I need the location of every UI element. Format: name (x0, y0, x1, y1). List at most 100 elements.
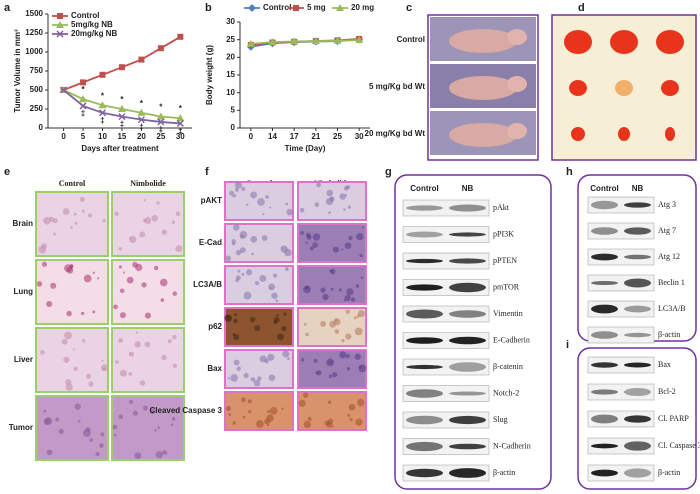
mouse-head (507, 123, 527, 139)
texture (170, 423, 174, 426)
texture (239, 230, 248, 239)
row-label: Cleaved Caspase 3 (150, 406, 223, 415)
texture (118, 247, 122, 251)
band (591, 362, 618, 368)
texture (233, 359, 240, 366)
point (333, 36, 342, 44)
texture (283, 312, 287, 316)
texture (46, 300, 53, 308)
micrograph (224, 349, 294, 389)
texture (328, 374, 333, 379)
texture (316, 182, 321, 188)
texture (119, 312, 126, 319)
band (406, 364, 443, 370)
row-label: pPTEN (493, 256, 517, 265)
texture (249, 316, 256, 323)
texture (298, 399, 306, 407)
point (80, 79, 87, 86)
band (591, 200, 618, 210)
y-tick-label: 250 (30, 104, 44, 113)
row-label: Cl. PARP (658, 414, 689, 423)
row-label: p62 (208, 322, 222, 331)
texture (115, 360, 119, 364)
texture (113, 304, 118, 310)
texture (172, 363, 178, 368)
texture (100, 432, 105, 437)
band (591, 304, 618, 314)
texture (359, 253, 363, 258)
texture (113, 433, 117, 437)
point (98, 109, 107, 117)
blot-strip (402, 332, 490, 349)
band (406, 415, 443, 425)
x-tick-label: 0 (61, 132, 66, 141)
row-label: Beclin 1 (658, 278, 685, 287)
texture (101, 359, 104, 362)
y-tick-label: 1500 (25, 9, 43, 18)
row-label: β-catenin (493, 362, 523, 371)
texture (123, 271, 126, 274)
blot-strip (402, 252, 490, 270)
significance-lower: ‡ (120, 120, 124, 129)
texture (153, 265, 159, 271)
y-axis-label: Body weight (g) (205, 45, 214, 105)
texture (241, 272, 245, 276)
texture (144, 216, 152, 224)
texture (315, 371, 319, 375)
significance-lower: ‡ (159, 125, 163, 134)
point (355, 36, 364, 44)
texture (234, 181, 242, 189)
blot-strip (587, 356, 655, 374)
band (624, 362, 651, 368)
texture (141, 282, 147, 288)
texture (326, 189, 334, 197)
row-label: Vimentin (493, 309, 523, 318)
x-tick-label: 21 (311, 132, 320, 141)
texture (355, 284, 360, 288)
row-label: N-Cadherin (493, 441, 531, 450)
point (176, 119, 184, 127)
texture (269, 286, 272, 290)
texture (95, 451, 100, 457)
mouse-head (507, 29, 527, 45)
tumor (618, 127, 630, 141)
texture (89, 438, 93, 442)
texture (282, 350, 290, 358)
texture (70, 226, 73, 229)
row-label: pPI3K (493, 229, 514, 238)
texture (151, 215, 159, 222)
texture (264, 418, 270, 425)
texture (61, 338, 68, 345)
x-tick-label: 15 (117, 132, 126, 141)
x-tick-label: 30 (355, 132, 364, 141)
band (406, 468, 443, 478)
texture (309, 246, 314, 251)
band (449, 362, 486, 372)
texture (88, 381, 94, 387)
texture (305, 332, 309, 337)
row-label: E-Cadherin (493, 335, 530, 344)
texture (229, 190, 235, 196)
texture (36, 281, 43, 287)
texture (356, 314, 360, 318)
texture (126, 276, 134, 284)
texture (350, 297, 356, 302)
band (591, 280, 618, 286)
texture (329, 269, 333, 273)
texture (326, 421, 333, 428)
band (406, 231, 443, 238)
panel-label: c (406, 2, 412, 14)
texture (313, 358, 318, 363)
x-tick-label: 14 (268, 132, 277, 141)
texture (144, 341, 151, 348)
texture (44, 417, 53, 425)
texture (143, 405, 148, 411)
texture (239, 247, 246, 254)
x-tick-label: 17 (290, 132, 299, 141)
point (56, 21, 64, 28)
texture (339, 193, 346, 200)
texture (255, 420, 264, 428)
row-label: Bax (658, 360, 671, 369)
texture (119, 288, 125, 293)
point (177, 33, 184, 40)
